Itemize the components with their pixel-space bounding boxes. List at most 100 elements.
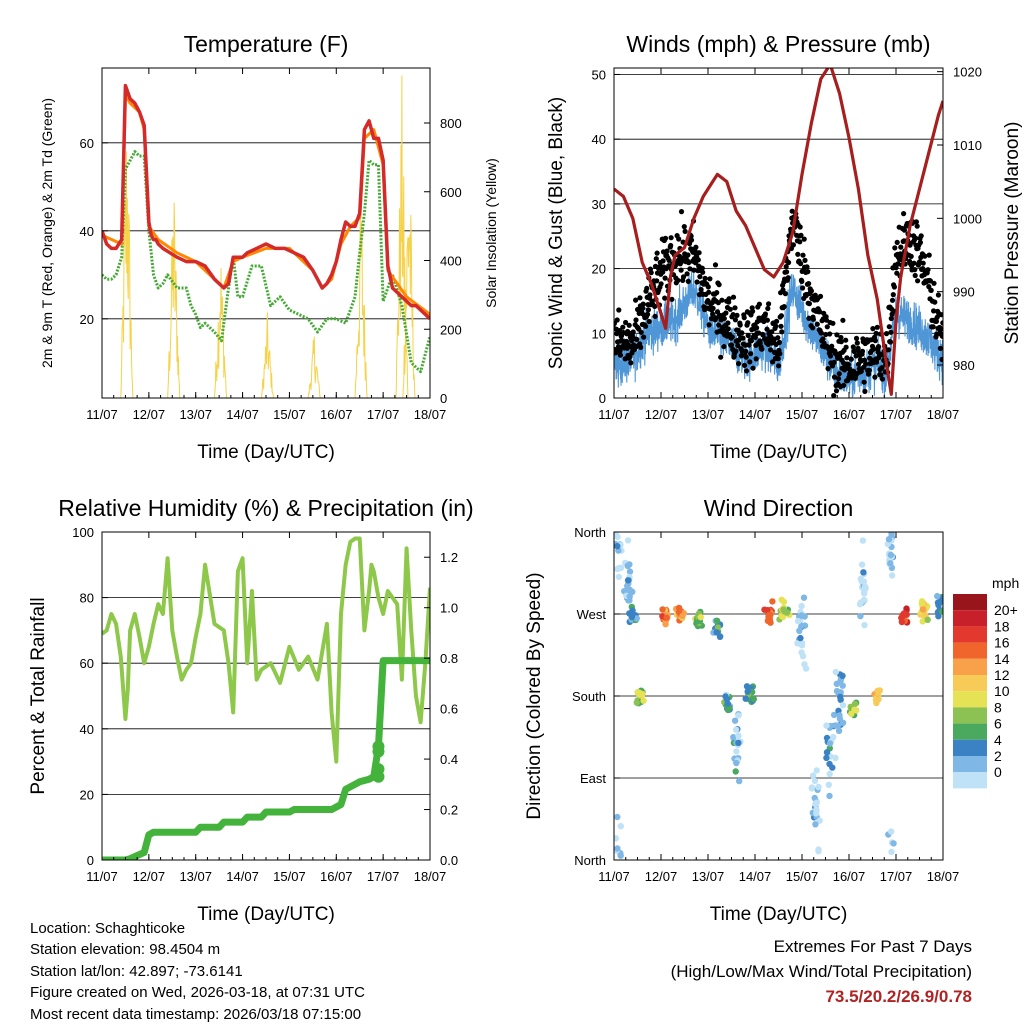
- colorbar-label: 2: [994, 748, 1002, 764]
- direction-point: [732, 726, 740, 733]
- gust-point: [640, 305, 646, 311]
- y-tick-label: 50: [592, 67, 606, 82]
- gust-point: [648, 270, 654, 276]
- gust-point: [797, 239, 803, 245]
- gust-point: [691, 267, 697, 273]
- extremes-subtitle: (High/Low/Max Wind/Total Precipitation): [670, 962, 972, 981]
- x-tick-label: 18/07: [414, 407, 447, 422]
- y-right-tick-label: 1000: [953, 211, 982, 226]
- direction-point: [697, 614, 704, 621]
- direction-point: [798, 612, 805, 619]
- gust-point: [732, 317, 739, 323]
- gust-point: [888, 315, 894, 322]
- gust-point: [861, 379, 867, 385]
- x-tick-label: 17/07: [367, 407, 400, 422]
- gust-point: [843, 337, 849, 343]
- gust-point: [654, 278, 660, 284]
- gust-point: [926, 252, 932, 258]
- direction-point: [851, 706, 858, 713]
- direction-point: [615, 573, 623, 581]
- gust-point: [700, 269, 706, 275]
- gust-point: [760, 332, 766, 338]
- direction-point: [839, 719, 847, 726]
- gust-point: [747, 359, 753, 365]
- colorbar-swatch: [953, 739, 987, 756]
- gust-point: [783, 264, 789, 270]
- gust-point: [748, 338, 755, 344]
- gust-point: [736, 361, 742, 367]
- y-tick-label: 20: [592, 262, 606, 277]
- direction-points: [614, 532, 943, 859]
- y-tick-label: East: [580, 771, 606, 786]
- gust-point: [814, 321, 820, 327]
- y-right-tick-label: 0.0: [440, 853, 458, 868]
- y-tick-label: 30: [592, 197, 606, 212]
- gust-point: [789, 208, 795, 214]
- direction-point: [628, 613, 636, 621]
- gust-point: [777, 351, 783, 357]
- gust-point: [743, 348, 749, 354]
- y-right-tick-label: 600: [440, 185, 462, 200]
- direction-point: [861, 583, 869, 590]
- gust-point: [662, 275, 668, 281]
- direction-point: [808, 785, 815, 792]
- direction-point: [799, 653, 807, 660]
- colorbar-swatch: [953, 610, 987, 627]
- gust-point: [617, 348, 623, 354]
- gust-point: [744, 368, 750, 374]
- gust-point: [853, 335, 860, 341]
- direction-point: [859, 537, 867, 544]
- y-right-tick-label: 1.0: [440, 601, 458, 616]
- direction-point: [634, 689, 641, 696]
- gust-point: [875, 344, 882, 350]
- gust-point: [702, 275, 708, 281]
- gust-point: [626, 322, 632, 328]
- direction-point: [884, 540, 891, 548]
- gust-point: [937, 345, 943, 351]
- y-right-tick-label: 0.4: [440, 752, 458, 767]
- gust-point: [734, 312, 740, 318]
- gust-point: [931, 280, 937, 286]
- x-tick-label: 12/07: [133, 407, 166, 422]
- panel-winds: [613, 67, 944, 399]
- gust-point: [834, 332, 840, 338]
- gust-point: [939, 312, 943, 318]
- colorbar-swatch: [953, 723, 987, 740]
- gust-point: [668, 242, 674, 249]
- gust-point: [774, 318, 780, 324]
- gust-point: [750, 365, 756, 371]
- gust-point: [638, 329, 644, 335]
- gust-point: [616, 307, 622, 313]
- direction-point: [839, 672, 846, 679]
- gust-point: [685, 278, 691, 284]
- direction-point: [811, 777, 819, 785]
- direction-point: [614, 532, 620, 539]
- direction-point: [617, 852, 624, 859]
- gust-point: [725, 326, 731, 332]
- direction-point: [816, 817, 823, 824]
- gust-point: [810, 316, 817, 322]
- gust-point: [776, 339, 783, 345]
- gust-point: [913, 219, 920, 225]
- gust-point: [859, 348, 866, 354]
- colorbar-label: 8: [994, 699, 1002, 715]
- direction-point: [887, 560, 894, 567]
- gust-point: [623, 319, 629, 326]
- gust-point: [706, 322, 712, 328]
- gust-point: [633, 297, 639, 303]
- panel-wind_direction: [613, 531, 987, 861]
- x-tick-label: 13/07: [692, 407, 725, 422]
- gust-point: [756, 330, 762, 336]
- colorbar-label: 12: [994, 667, 1010, 683]
- direction-point: [935, 599, 942, 606]
- gust-point: [935, 292, 942, 298]
- gust-point: [844, 355, 850, 361]
- direction-point: [766, 616, 774, 623]
- gust-point: [687, 266, 693, 272]
- gust-point: [806, 301, 813, 307]
- gust-point: [682, 228, 688, 234]
- gust-point: [885, 347, 892, 353]
- gust-point: [858, 368, 864, 374]
- gust-point: [829, 343, 835, 349]
- gust-point: [669, 296, 675, 302]
